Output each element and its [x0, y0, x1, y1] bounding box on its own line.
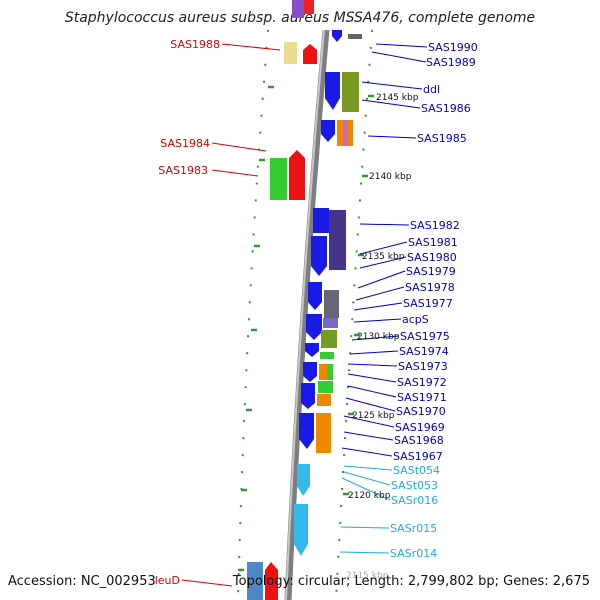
gene-feature[interactable] [292, 0, 304, 18]
gene-sas1983[interactable] [289, 150, 305, 200]
gene-label[interactable]: SAS1978 [405, 281, 455, 294]
gene-feature[interactable] [247, 562, 263, 600]
gene-label[interactable]: SAS1980 [407, 251, 457, 264]
rna-label[interactable]: SASr014 [390, 547, 437, 560]
genome-summary-text: Topology: circular; Length: 2,799,802 bp… [232, 574, 590, 589]
kbp-label: 2115 kbp [346, 571, 389, 581]
gene-label[interactable]: acpS [402, 313, 429, 326]
left-label-connectors [181, 43, 281, 587]
rna-label-connectors [339, 465, 393, 554]
gene-leud[interactable] [265, 562, 278, 600]
genome-backbone [284, 29, 330, 600]
gene-label[interactable]: leuD [155, 574, 180, 587]
gene-label[interactable]: SAS1970 [396, 405, 446, 418]
gene-label[interactable]: SAS1988 [170, 38, 220, 51]
gene-arrow[interactable] [332, 30, 342, 42]
gene-feature[interactable] [304, 0, 314, 14]
gene-label[interactable]: ddl [423, 83, 440, 96]
gene-label[interactable]: SAS1975 [400, 330, 450, 343]
right-label-connectors [341, 43, 428, 457]
gene-block-sas1985[interactable] [321, 120, 353, 146]
gene-label[interactable]: SAS1985 [417, 132, 467, 145]
right-gene-labels: SAS1990 SAS1989 ddl SAS1986 SAS1985 SAS1… [393, 41, 478, 463]
inner-tick-track [335, 29, 373, 600]
gene-sas1988[interactable] [284, 42, 297, 64]
gene-label[interactable]: SAS1979 [406, 265, 456, 278]
major-ticks [238, 85, 374, 572]
gene-label[interactable]: SAS1977 [403, 297, 453, 310]
gene-label[interactable]: SAS1986 [421, 102, 471, 115]
gene-label[interactable]: SAS1968 [394, 434, 444, 447]
gene-feature[interactable] [348, 34, 362, 39]
kbp-label: 2130 kbp [357, 332, 400, 342]
gene-label[interactable]: SAS1989 [426, 56, 476, 69]
gene-label[interactable]: SAS1990 [428, 41, 478, 54]
gene-label[interactable]: SAS1982 [410, 219, 460, 232]
kbp-scale-labels: 2145 kbp 2140 kbp 2135 kbp 2130 kbp 2125… [346, 93, 419, 581]
genome-backbone-highlight [285, 29, 325, 600]
kbp-label: 2135 kbp [362, 252, 405, 262]
gene-label[interactable]: SAS1971 [397, 391, 447, 404]
gene-block-sas1982-1979[interactable] [311, 208, 346, 276]
outer-tick-track [237, 29, 269, 600]
kbp-label: 2140 kbp [369, 172, 412, 182]
gene-label[interactable]: SAS1983 [158, 164, 208, 177]
gene-label[interactable]: SAS1984 [160, 137, 210, 150]
gene-block-sas1974-1969[interactable] [301, 352, 334, 409]
rna-label[interactable]: SASt054 [393, 464, 440, 477]
gene-sas1984[interactable] [270, 158, 287, 200]
gene-label[interactable]: SAS1981 [408, 236, 458, 249]
rna-features[interactable] [294, 464, 310, 556]
kbp-label: 2145 kbp [376, 93, 419, 103]
kbp-label: 2125 kbp [352, 411, 395, 421]
gene-label[interactable]: SAS1969 [395, 421, 445, 434]
gene-label[interactable]: SAS1967 [393, 450, 443, 463]
gene-label[interactable]: SAS1972 [397, 376, 447, 389]
accession-text: Accession: NC_002953 [8, 574, 156, 589]
rna-label[interactable]: SASr015 [390, 522, 437, 535]
gene-block-ddl[interactable] [325, 72, 359, 112]
rna-label[interactable]: SASr016 [391, 494, 438, 507]
gene-sas1988-arrow[interactable] [303, 44, 317, 64]
rna-label[interactable]: SASt053 [391, 479, 438, 492]
kbp-label: 2120 kbp [348, 491, 391, 501]
gene-block-sas1968-1967[interactable] [299, 413, 331, 453]
gene-label[interactable]: SAS1973 [398, 360, 448, 373]
gene-block-sas1978-acps[interactable] [305, 282, 339, 357]
left-gene-labels: SAS1988 SAS1984 SAS1983 leuD [155, 38, 220, 587]
rna-labels: SASt054 SASt053 SASr016 SASr015 SASr014 [390, 464, 440, 560]
gene-label[interactable]: SAS1974 [399, 345, 449, 358]
